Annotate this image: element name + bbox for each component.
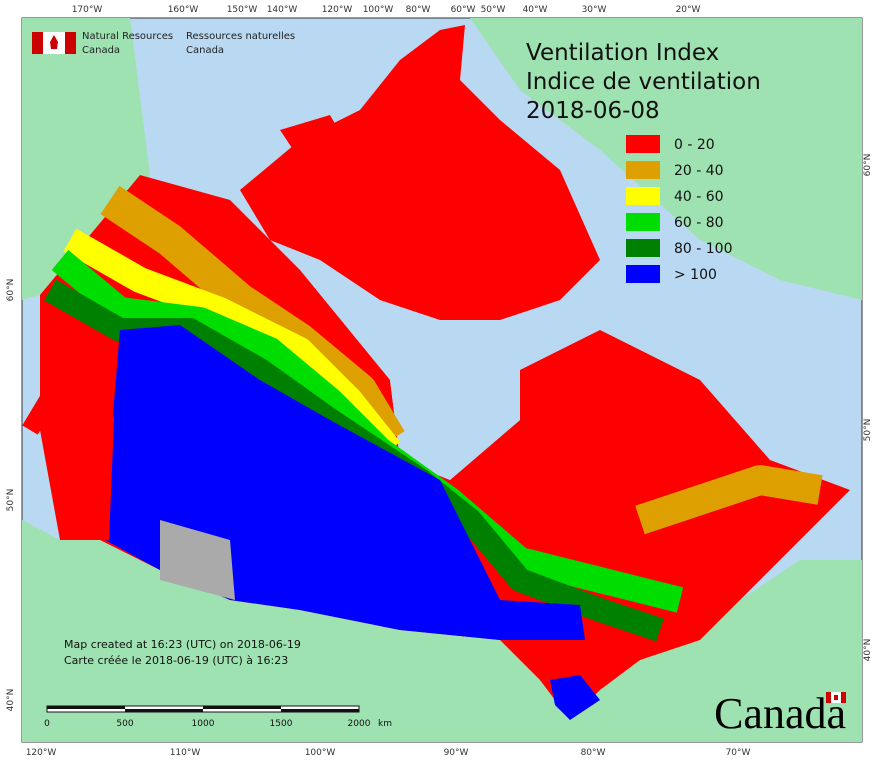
south-ontario [550, 675, 600, 720]
west-coast [22, 345, 115, 541]
graticule-label: 150°W [227, 5, 258, 15]
land-greenland [470, 18, 862, 300]
graticule-label: 120°W [322, 5, 353, 15]
scale-seg [125, 709, 203, 712]
graticule-label: 60°N [863, 154, 873, 177]
agency-fr: Canada [186, 45, 224, 56]
legend-label: 80 - 100 [674, 241, 733, 257]
legend-label: 60 - 80 [674, 215, 724, 231]
legend-label: 20 - 40 [674, 163, 724, 179]
nrcan-flag [32, 32, 76, 54]
graticule-label: 80°W [406, 5, 431, 15]
graticule-label: 40°N [6, 689, 16, 712]
scale-seg [281, 709, 359, 712]
graticule-label: 100°W [363, 5, 394, 15]
graticule-label: 50°N [6, 489, 16, 512]
graticule-label: 70°W [726, 748, 751, 758]
scale-label: 0 [44, 719, 50, 729]
flag-bar [65, 32, 76, 54]
hudson-bay [390, 330, 520, 480]
graticule-label: 40°N [863, 639, 873, 662]
scale-bar [46, 705, 360, 713]
graticule-label: 20°W [676, 5, 701, 15]
legend-swatch [626, 161, 660, 179]
graticule-label: 50°W [481, 5, 506, 15]
scale-label: 2000 [348, 719, 371, 729]
arctic-islands [240, 25, 600, 320]
graticule-label: 50°N [863, 419, 873, 442]
legend-label: 0 - 20 [674, 137, 715, 153]
graticule-label: 80°W [581, 748, 606, 758]
legend-swatch [626, 187, 660, 205]
graticule-label: 110°W [170, 748, 201, 758]
scale-label: 1000 [192, 719, 215, 729]
basemap [22, 18, 862, 742]
legend-swatch [626, 135, 660, 153]
wordmark: Canada [714, 689, 846, 738]
flag-bar [826, 692, 831, 703]
date: 2018-06-08 [526, 98, 660, 124]
flag-leaf [50, 35, 58, 49]
no-data [160, 520, 235, 600]
scale-label: 500 [116, 719, 133, 729]
scale-seg [203, 706, 281, 709]
legend-swatch [626, 265, 660, 283]
agency-en: Natural Resources [82, 31, 173, 42]
scale-unit: km [378, 719, 392, 729]
title: Indice de ventilation [526, 69, 761, 95]
band-east [635, 465, 823, 535]
graticule-label: 60°N [6, 279, 16, 302]
scale-label: 1500 [270, 719, 293, 729]
graticule-label: 40°W [523, 5, 548, 15]
wordmark-flag [826, 692, 846, 703]
legend-label: > 100 [674, 267, 717, 283]
credit: Carte créée le 2018-06-19 (UTC) à 16:23 [64, 654, 288, 667]
graticule-label: 170°W [72, 5, 103, 15]
graticule-label: 120°W [26, 748, 57, 758]
title: Ventilation Index [526, 40, 719, 66]
credit: Map created at 16:23 (UTC) on 2018-06-19 [64, 638, 301, 651]
flag-leaf [834, 695, 838, 700]
graticule-label: 60°W [451, 5, 476, 15]
agency-fr: Ressources naturelles [186, 31, 295, 42]
graticule-label: 160°W [168, 5, 199, 15]
graticule-label: 100°W [305, 748, 336, 758]
arctic-island [280, 115, 350, 160]
graticule-label: 140°W [267, 5, 298, 15]
scale-seg [47, 706, 125, 709]
graticule-label: 90°W [444, 748, 469, 758]
land-usa [22, 520, 862, 742]
legend-label: 40 - 60 [674, 189, 724, 205]
agency-en: Canada [82, 45, 120, 56]
flag-bar [841, 692, 846, 703]
legend-swatch [626, 213, 660, 231]
flag-bar [32, 32, 43, 54]
graticule-label: 30°W [582, 5, 607, 15]
land-alaska [22, 18, 150, 300]
legend-swatch [626, 239, 660, 257]
